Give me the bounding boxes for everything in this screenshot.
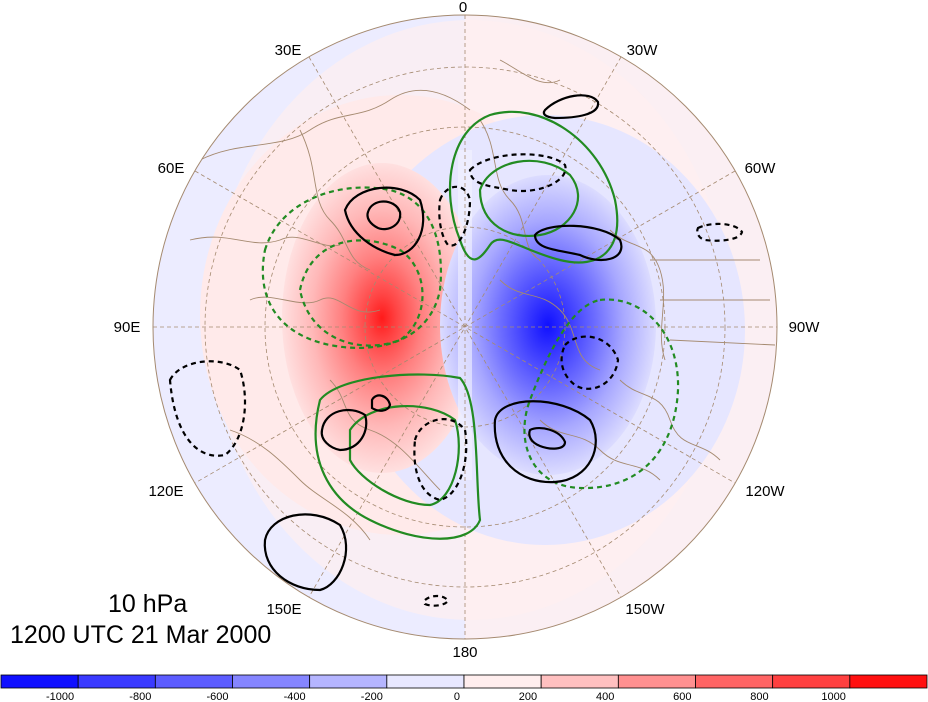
- negative-anomaly: [440, 175, 656, 475]
- colorbar-swatch: [154, 674, 233, 689]
- lon-label-90e: 90E: [114, 319, 141, 336]
- colorbar-label: -600: [206, 691, 228, 702]
- colorbar-label: -200: [361, 691, 383, 702]
- colorbar-swatch: [232, 674, 311, 689]
- map-boundary: [152, 14, 778, 640]
- colorbar-swatch: [695, 674, 774, 689]
- graticule: [153, 15, 777, 639]
- lon-label-120e: 120E: [148, 483, 183, 500]
- lon-label-60e: 60E: [158, 160, 185, 177]
- lon-label-180: 180: [452, 644, 477, 661]
- colorbar-label: 200: [519, 691, 537, 702]
- lon-label-30e: 30E: [275, 42, 302, 59]
- lon-label-150e: 150E: [266, 601, 301, 618]
- coastlines: [189, 59, 776, 541]
- colorbar-swatch: [0, 674, 79, 689]
- polar-map: 0 30W 60W 90W 120W 150W 180 150E 120E 90…: [114, 0, 821, 661]
- colorbar-label: -400: [284, 691, 306, 702]
- colorbar-swatch: [309, 674, 388, 689]
- green-contours: [261, 110, 680, 540]
- colorbar-label: -800: [129, 691, 151, 702]
- datetime-title: 1200 UTC 21 Mar 2000: [10, 621, 272, 649]
- colorbar-label: 1000: [821, 691, 845, 702]
- colorbar-swatch: [772, 674, 851, 689]
- lon-label-90w: 90W: [789, 319, 821, 336]
- colorbar-label: -1000: [46, 691, 74, 702]
- colorbar: -1000 -800 -600 -400 -200 0 200 400 600 800 1000: [0, 674, 928, 702]
- pressure-level-title: 10 hPa: [108, 590, 188, 618]
- colorbar-swatch: [386, 674, 465, 689]
- lon-label-0: 0: [459, 0, 467, 16]
- lon-label-120w: 120W: [745, 483, 785, 500]
- colorbar-swatch: [77, 674, 156, 689]
- lon-label-60w: 60W: [745, 160, 777, 177]
- lon-label-150w: 150W: [625, 601, 665, 618]
- colorbar-swatch: [617, 674, 696, 689]
- colorbar-label: 400: [596, 691, 614, 702]
- colorbar-swatch: [540, 674, 619, 689]
- positive-anomaly: [282, 163, 482, 473]
- colorbar-label: 600: [673, 691, 691, 702]
- black-contours: [168, 94, 744, 607]
- colorbar-label: 800: [750, 691, 768, 702]
- colorbar-swatch: [463, 674, 542, 689]
- lon-label-30w: 30W: [627, 42, 659, 59]
- colorbar-label: 0: [454, 691, 460, 702]
- colorbar-swatch: [849, 674, 928, 689]
